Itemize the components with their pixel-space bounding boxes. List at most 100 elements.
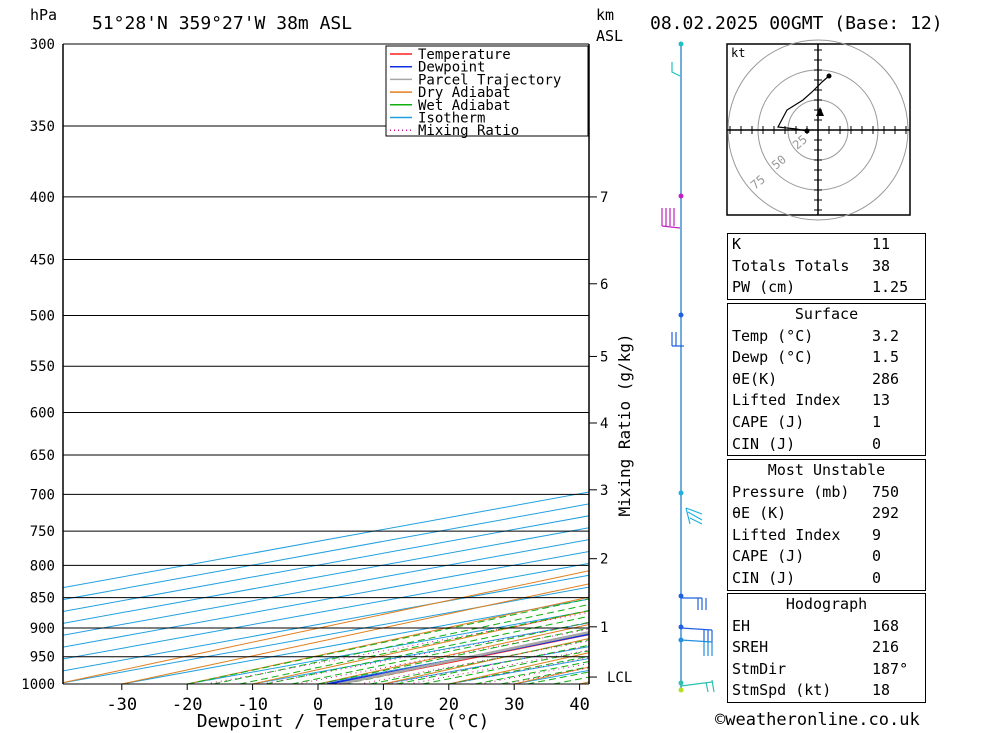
row-value: 286 [872,369,900,388]
row-label: StmDir [732,659,787,678]
pressure-tick-label: 300 [30,37,55,53]
wind-level-dot [678,624,684,630]
row-label: CIN (J) [732,568,796,587]
isotherm-line [63,515,589,612]
wind-profile [661,41,715,693]
table-row: Totals Totals 38 [728,256,925,278]
x-tick-label: 30 [504,695,524,715]
index-label: K [732,235,742,253]
row-value: 216 [872,638,900,657]
index-value: 38 [872,256,891,275]
table-row: Lifted Index 9 [728,525,925,547]
row-label: CIN (J) [732,434,796,453]
pressure-tick-label: 450 [30,253,55,269]
legend-entry: Dry Adiabat [418,85,511,101]
row-value: 9 [872,525,882,544]
location-title: 51°28'N 359°27'W 38m ASL [92,13,352,34]
x-tick-label: 0 [313,695,323,715]
pressure-tick-label: 1000 [21,677,55,693]
wind-barb-icon [680,679,715,693]
table-row: EH 168 [728,616,925,638]
dry-adiabat-line [972,44,1000,684]
wind-level-dot [678,312,684,318]
wind-barb-icon [671,332,684,347]
row-label: EH [732,616,751,635]
pressure-tick-label: 750 [30,524,55,540]
pressure-tick-label: 850 [30,591,55,607]
wind-level-dot [678,680,684,686]
km-tick-label: 2 [600,552,608,568]
table-row: CAPE (J) 1 [728,412,925,434]
wind-level-dot [678,193,684,199]
isotherm-line [63,503,589,601]
pressure-tick-label: 950 [30,650,55,666]
index-label: Totals Totals [732,256,850,275]
legend-entry: Wet Adiabat [418,98,511,114]
pressure-tick-label: 550 [30,359,55,375]
legend-entry: Isotherm [418,111,485,127]
storm-motion-icon [816,107,824,116]
dry-adiabat-line [121,583,589,684]
most-unstable-title: Most Unstable [767,461,886,479]
km-unit: km [596,6,614,24]
row-label: Lifted Index [732,525,841,544]
table-row: Dewp (°C) 1.5 [728,347,925,369]
km-unit-asl: ASL [596,27,623,45]
hodograph-unit: kt [731,46,745,60]
wet-adiabat-line [265,615,589,684]
legend-entry: Temperature [418,47,511,63]
datetime: 08.02.2025 00GMT (Base: 12) [650,13,943,34]
isotherm-line [63,491,589,589]
axes: 1234681015202530035040045050055060065070… [21,37,632,715]
pressure-tick-label: 650 [30,448,55,464]
index-value: 11 [872,235,891,253]
hodograph-title: Hodograph [785,595,868,613]
wind-barb-icon [685,507,703,525]
wind-barb-icon [671,62,681,77]
table-row: θE(K) 286 [728,369,925,391]
x-tick-label: 40 [569,695,589,715]
surface-table: Surface Temp (°C) 3.2 Dewp (°C) 1.5 θE(K) 2… [727,303,926,457]
wind-barb-icon [680,627,713,642]
table-row: StmSpd (kt) 18 [728,680,925,702]
dry-adiabat-line [63,570,589,684]
row-value: 187° [872,659,909,678]
table-row: CAPE (J) 0 [728,546,925,568]
indices-table: K 11 Totals Totals 38 PW (cm) 1.25 [727,233,926,300]
row-label: CAPE (J) [732,547,805,566]
hodograph-trace [777,75,830,132]
row-value: 13 [872,391,891,410]
credit-link[interactable]: ©weatheronline.co.uk [715,710,920,730]
x-tick-label: -10 [237,695,268,715]
x-tick-label: -30 [106,695,137,715]
isotherm-line [63,527,589,624]
row-label: Pressure (mb) [732,482,850,501]
row-label: θE (K) [732,504,787,523]
legend-entry: Mixing Ratio [418,123,519,139]
wind-level-dot [678,41,684,47]
table-row: StmDir 187° [728,659,925,681]
wet-adiabat-line [239,609,589,684]
index-value: 1.25 [872,278,909,297]
wind-barb-icon [661,208,681,229]
row-label: SREH [732,638,769,657]
km-tick-label: 6 [600,277,608,293]
km-tick-label: 5 [600,349,608,365]
pressure-tick-label: 350 [30,119,55,135]
wind-barb-icon [680,639,713,656]
row-value: 750 [872,482,900,501]
x-axis-label: Dewpoint / Temperature (°C) [197,711,490,732]
table-row: Lifted Index 13 [728,390,925,412]
pressure-tick-label: 900 [30,621,55,637]
x-tick-label: 20 [439,695,459,715]
row-value: 0 [872,568,882,587]
hodograph-table: Hodograph EH 168 SREH 216 StmDir 187° StmSp… [727,593,926,703]
wind-level-dot [678,687,684,693]
index-label: PW (cm) [732,278,796,297]
pressure-tick-label: 500 [30,309,55,325]
row-value: 18 [872,681,891,700]
x-tick-label: 10 [373,695,393,715]
background-lines [63,44,1000,684]
isotherm-line [63,562,589,660]
